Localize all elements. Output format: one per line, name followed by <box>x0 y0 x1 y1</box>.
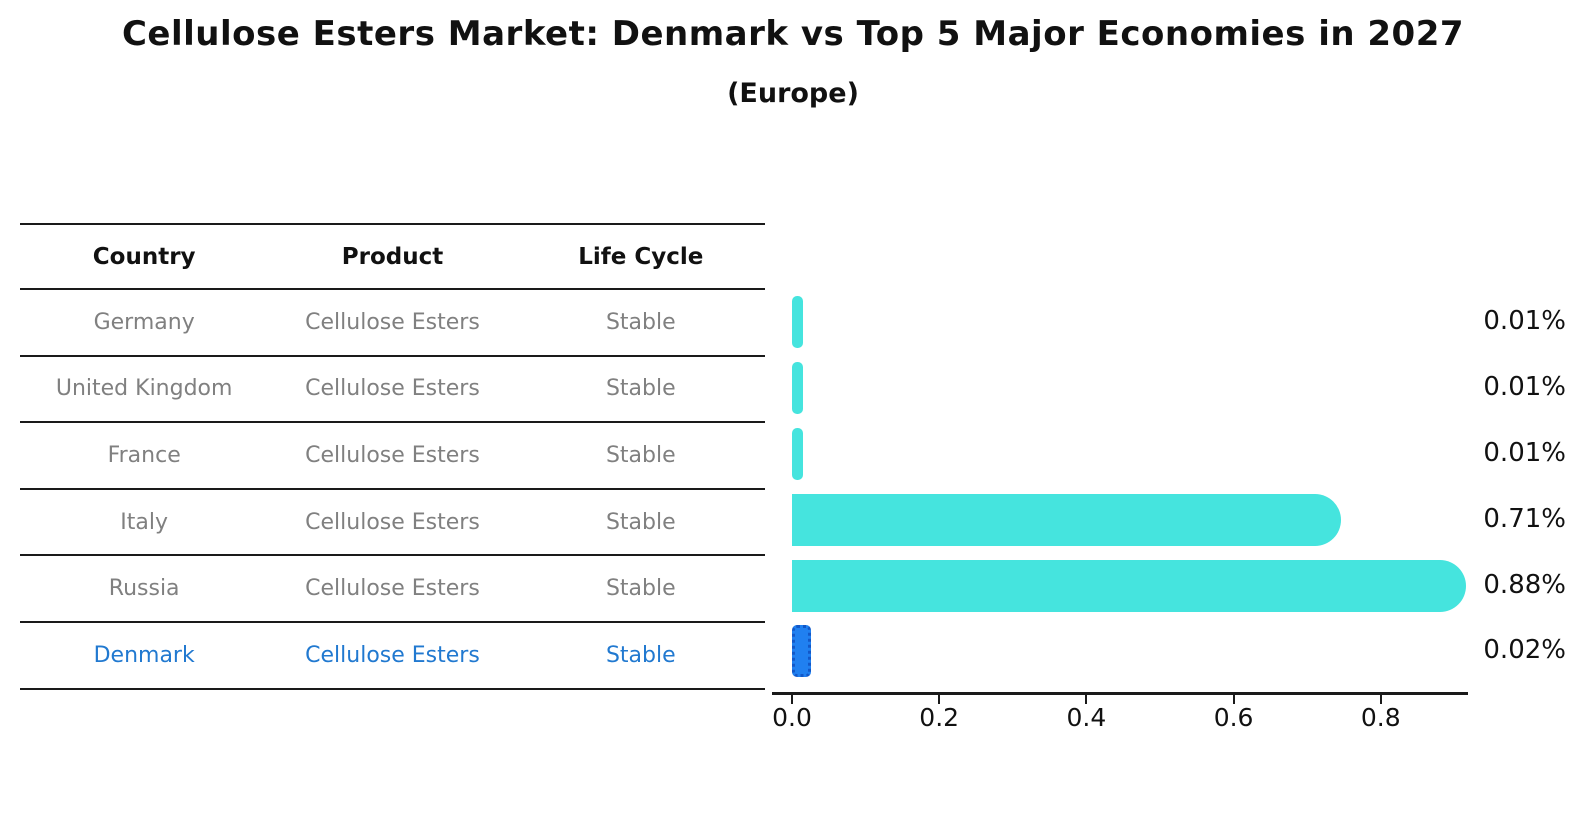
x-axis-tick <box>1379 695 1382 704</box>
product-cell: Cellulose Esters <box>305 376 480 402</box>
bar-value-label: 0.02% <box>1483 635 1566 665</box>
table-row: United Kingdom Cellulose Esters Stable <box>20 357 765 424</box>
country-cell: Russia <box>108 576 180 602</box>
x-axis-tick <box>1085 695 1088 704</box>
country-cell: Denmark <box>93 642 195 668</box>
bar-value-label: 0.01% <box>1483 438 1566 468</box>
life-cycle-cell: Stable <box>605 376 676 402</box>
product-cell: Cellulose Esters <box>305 642 480 668</box>
country-cell: Germany <box>93 309 195 335</box>
life-cycle-cell: Stable <box>605 576 676 602</box>
x-axis-line <box>772 692 1468 695</box>
bar <box>792 428 804 480</box>
x-axis-tick <box>1232 695 1235 704</box>
life-cycle-cell: Stable <box>605 309 676 335</box>
life-cycle-cell: Stable <box>605 509 676 535</box>
life-cycle-cell: Stable <box>605 442 676 468</box>
column-header: Country <box>92 243 196 270</box>
bar-value-label: 0.88% <box>1483 570 1566 600</box>
x-axis-tick-label: 0.0 <box>772 703 812 732</box>
bar-value-label: 0.71% <box>1483 504 1566 534</box>
x-axis-tick <box>791 695 793 704</box>
x-axis-tick-label: 0.6 <box>1213 703 1254 732</box>
chart-title: Cellulose Esters Market: Denmark vs Top … <box>121 14 1465 54</box>
table-row: Italy Cellulose Esters Stable <box>20 490 765 557</box>
life-cycle-cell: Stable <box>605 642 676 668</box>
table-row: Denmark Cellulose Esters Stable <box>20 623 765 690</box>
chart-subtitle: (Europe) <box>727 78 859 109</box>
product-cell: Cellulose Esters <box>305 509 480 535</box>
bar <box>792 296 804 348</box>
bar <box>792 494 1341 546</box>
x-axis-tick-label: 0.4 <box>1066 703 1107 732</box>
table-header-row: Country Product Life Cycle <box>20 223 765 290</box>
bar-value-label: 0.01% <box>1483 306 1566 336</box>
x-axis-tick <box>938 695 941 704</box>
product-cell: Cellulose Esters <box>305 576 480 602</box>
product-cell: Cellulose Esters <box>305 309 480 335</box>
bar <box>792 560 1466 612</box>
x-axis-tick-label: 0.2 <box>919 703 960 732</box>
column-header: Product <box>341 243 444 270</box>
column-header: Life Cycle <box>578 243 704 270</box>
product-cell: Cellulose Esters <box>305 442 480 468</box>
table-row: France Cellulose Esters Stable <box>20 423 765 490</box>
country-cell: Italy <box>120 509 169 535</box>
table-row: Germany Cellulose Esters Stable <box>20 290 765 357</box>
table-row: Russia Cellulose Esters Stable <box>20 556 765 623</box>
x-axis-tick-label: 0.8 <box>1360 703 1401 732</box>
table-body: Germany Cellulose Esters Stable United King… <box>20 290 765 690</box>
bar-value-label: 0.01% <box>1483 372 1566 402</box>
country-cell: France <box>107 442 181 468</box>
country-cell: United Kingdom <box>55 376 233 402</box>
bar-highlight <box>792 625 811 677</box>
bar <box>792 362 804 414</box>
country-table: Country Product Life Cycle Germany Cellulos… <box>20 223 765 690</box>
